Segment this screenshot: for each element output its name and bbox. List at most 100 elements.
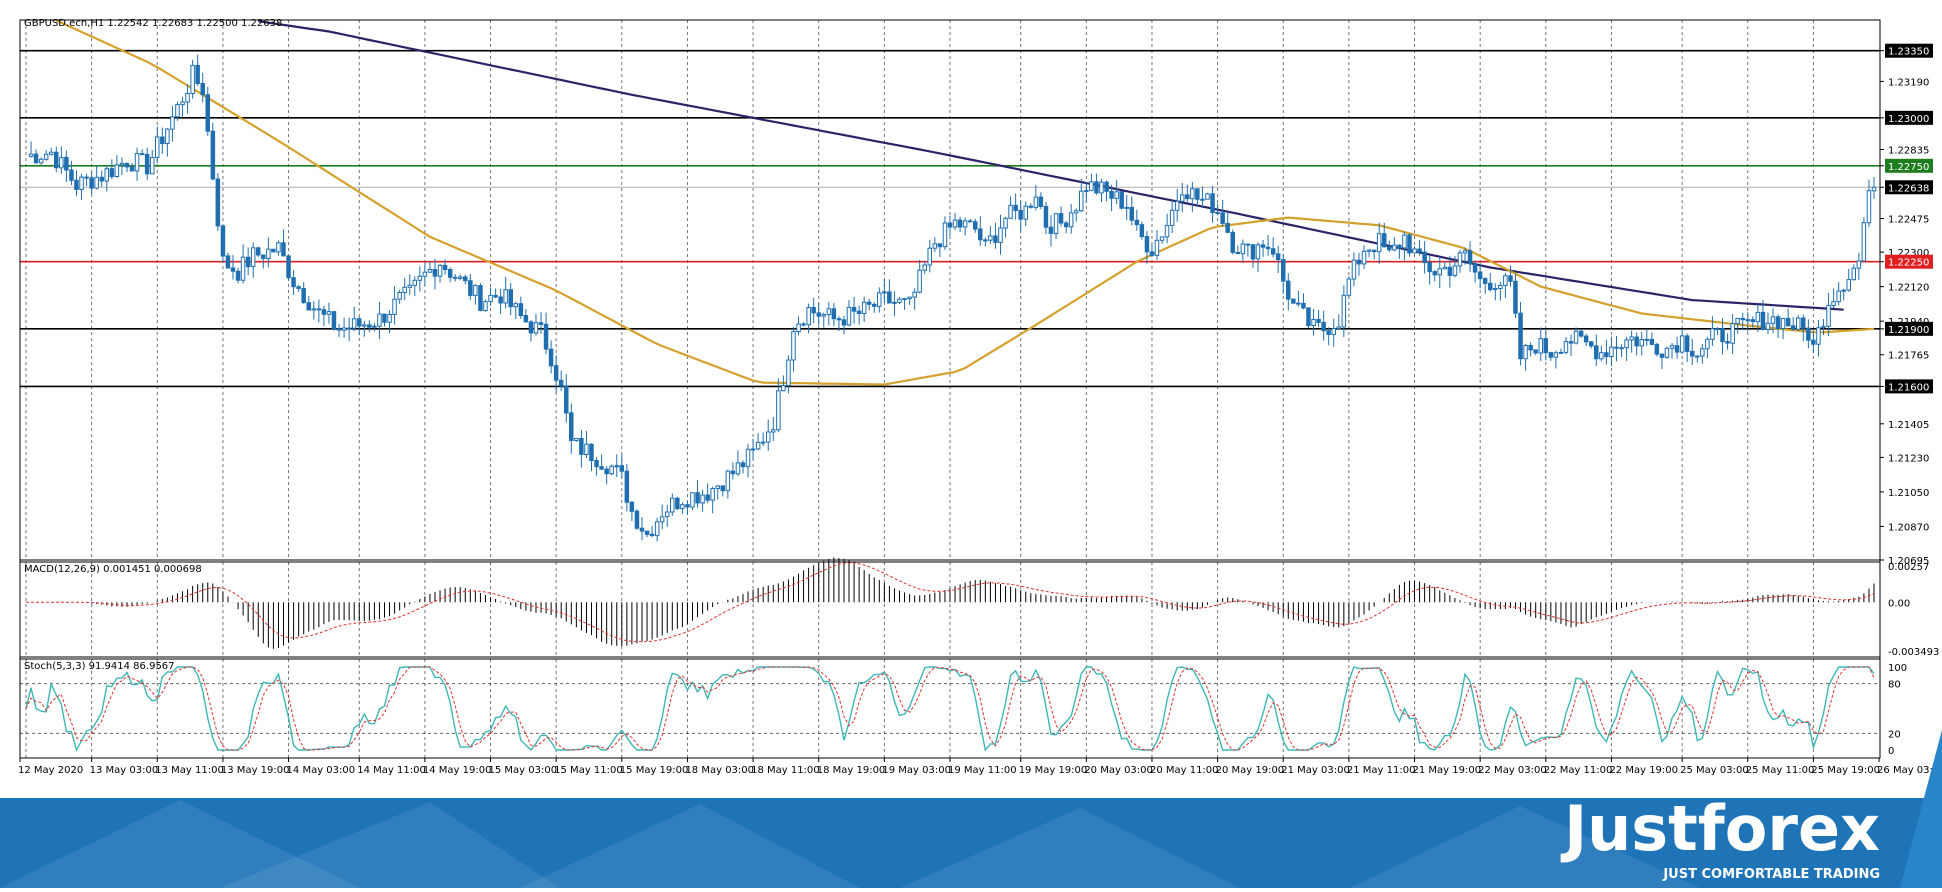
candle-bull — [1442, 266, 1448, 270]
candle-bear — [740, 462, 746, 468]
candle-bear — [1382, 233, 1387, 248]
candle-bear — [1321, 322, 1326, 332]
candle-bear — [872, 303, 877, 307]
candle-bull — [700, 494, 705, 504]
candle-bear — [1291, 298, 1296, 304]
candle-bear — [1594, 345, 1599, 360]
candle-bear — [1518, 312, 1523, 360]
candle-bull — [326, 311, 332, 315]
candle-bear — [978, 228, 983, 241]
candle-bull — [1124, 206, 1129, 209]
candle-bear — [261, 254, 266, 259]
candle-bear — [1326, 330, 1331, 335]
scale-label: 1.21405 — [1888, 420, 1929, 431]
candle-bear — [235, 270, 241, 281]
candle-bear — [1427, 262, 1432, 273]
candle-bear — [1508, 275, 1513, 282]
candle-bull — [503, 289, 508, 304]
candle-bear — [836, 318, 842, 321]
candle-bear — [468, 280, 473, 296]
candle-bear — [558, 379, 564, 387]
candle-bear — [695, 492, 700, 504]
scale-label: 1.21765 — [1888, 351, 1929, 362]
candle-bear — [1104, 181, 1109, 192]
candle-bull — [1644, 338, 1649, 341]
candle-bull — [907, 296, 912, 300]
candle-bear — [1634, 336, 1639, 347]
candle-bull — [412, 279, 417, 286]
time-label: 13 May 11:00 — [155, 765, 224, 776]
candle-bear — [281, 242, 286, 257]
candle-bear — [1684, 335, 1690, 352]
candle-bear — [1654, 343, 1660, 355]
candle-bull — [1200, 198, 1205, 201]
candle-bull — [766, 431, 771, 443]
candle-bear — [548, 348, 554, 367]
candle-bull — [917, 269, 922, 293]
candle-bear — [306, 302, 311, 311]
candle-bear — [1659, 353, 1665, 358]
scale-label: 1.22300 — [1888, 248, 1929, 259]
candle-bull — [1770, 316, 1776, 324]
candle-bear — [1417, 248, 1422, 253]
candle-bear — [144, 153, 150, 175]
candle-bull — [665, 511, 670, 518]
candle-bull — [104, 168, 109, 182]
candle-bull — [422, 271, 428, 277]
macd-scale-label: 0.00257 — [1888, 562, 1929, 573]
candle-bull — [1765, 322, 1771, 330]
time-label: 19 May 11:00 — [948, 765, 1017, 776]
candle-bear — [1760, 311, 1766, 330]
candle-bull — [659, 516, 665, 523]
candle-bull — [1639, 339, 1644, 347]
pane-frames — [19, 19, 1881, 759]
candle-bear — [1250, 244, 1256, 260]
candle-bear — [1488, 282, 1493, 291]
candle-bull — [609, 465, 614, 475]
candle-bull — [119, 162, 125, 166]
time-label: 25 May 19:00 — [1811, 765, 1880, 776]
scale-label-box — [1885, 254, 1933, 269]
candle-bull — [417, 275, 423, 281]
candle-bull — [1023, 205, 1028, 220]
candle-bear — [1210, 193, 1215, 214]
candle-bear — [983, 239, 988, 242]
candle-bull — [998, 227, 1003, 243]
candle-bear — [705, 494, 710, 501]
scale-label-box — [1885, 180, 1933, 195]
candle-bull — [1159, 236, 1165, 241]
candle-bull — [1074, 210, 1079, 214]
scale-label-box — [1885, 158, 1933, 173]
candle-bear — [604, 468, 609, 475]
candle-bull — [458, 276, 463, 279]
scale-label: 1.22750 — [1888, 162, 1929, 173]
moving-averages — [55, 19, 1875, 386]
time-label: 14 May 19:00 — [423, 765, 492, 776]
candle-bull — [1821, 325, 1826, 329]
candle-bull — [1462, 250, 1468, 254]
stochastic-indicator — [20, 666, 1880, 752]
time-label: 18 May 19:00 — [817, 765, 886, 776]
candle-bear — [1528, 345, 1533, 351]
time-label: 14 May 03:00 — [287, 765, 356, 776]
candle-bull — [806, 307, 811, 326]
candle-bull — [1730, 323, 1735, 344]
candle-bear — [523, 315, 529, 323]
candle-bear — [508, 289, 513, 308]
candle-bear — [1230, 231, 1235, 253]
candle-bull — [1412, 248, 1417, 254]
candle-bear — [1472, 263, 1478, 273]
candle-bear — [463, 276, 468, 282]
candle-bull — [1190, 188, 1195, 200]
candle-bull — [1169, 209, 1175, 226]
candle-bear — [74, 179, 79, 191]
candle-bear — [629, 501, 635, 512]
candle-bull — [311, 308, 316, 311]
time-label: 13 May 19:00 — [221, 765, 290, 776]
scale-label: 1.23350 — [1888, 47, 1929, 58]
candle-bear — [286, 255, 291, 279]
candle-bear — [1806, 327, 1811, 341]
candle-bull — [786, 359, 791, 387]
